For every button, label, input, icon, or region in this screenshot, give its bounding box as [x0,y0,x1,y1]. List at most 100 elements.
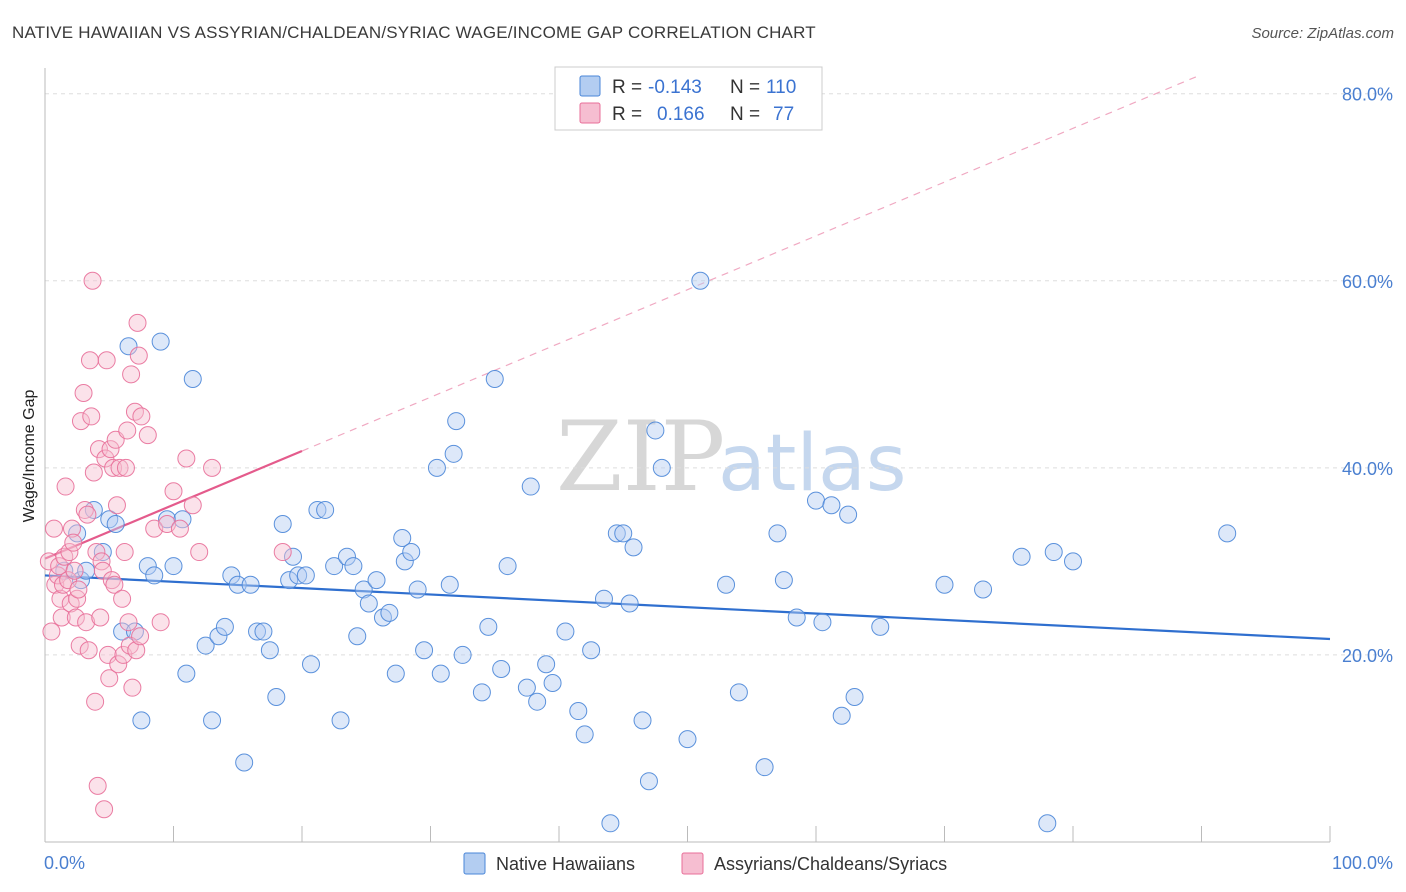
data-point-native-hawaiians [755,758,774,777]
data-point-native-hawaiians [380,603,399,622]
data-point-native-hawaiians [386,664,405,683]
data-point-assyrians [203,458,222,477]
data-point-native-hawaiians [521,477,540,496]
data-point-assyrians [123,678,142,697]
data-point-assyrians [122,365,141,384]
data-point-native-hawaiians [284,547,303,566]
data-point-assyrians [177,449,196,468]
data-point-assyrians [116,458,135,477]
data-point-assyrians [101,440,120,459]
data-point-assyrians [91,608,110,627]
data-point-native-hawaiians [254,622,273,641]
data-point-native-hawaiians [620,594,639,613]
data-point-native-hawaiians [209,627,228,646]
data-point-native-hawaiians [203,711,222,730]
data-point-native-hawaiians [228,575,247,594]
data-point-assyrians [42,622,61,641]
data-point-native-hawaiians [151,332,170,351]
data-point-assyrians [52,608,71,627]
data-point-native-hawaiians [453,645,472,664]
data-point-native-hawaiians [543,673,562,692]
data-point-native-hawaiians [273,514,292,533]
series-assyrians [39,271,292,819]
data-point-assyrians [120,636,139,655]
data-point-assyrians [65,561,84,580]
data-point-assyrians [83,271,102,290]
data-point-assyrians [105,575,124,594]
data-point-assyrians [119,613,138,632]
data-point-assyrians [75,500,94,519]
data-point-native-hawaiians [569,702,588,721]
data-point-assyrians [98,645,117,664]
series-legend: Native Hawaiians Assyrians/Chaldeans/Syr… [463,852,947,875]
data-point-assyrians [61,594,80,613]
bottom-legend-swatch-pink [681,852,704,875]
data-point-native-hawaiians [337,547,356,566]
legend-r-label-2: R = [612,104,642,125]
data-point-assyrians [59,571,78,590]
data-point-native-hawaiians [280,571,299,590]
data-point-native-hawaiians [215,617,234,636]
data-point-assyrians [77,613,96,632]
data-point-native-hawaiians [717,575,736,594]
data-point-native-hawaiians [354,580,373,599]
data-point-assyrians [170,519,189,538]
data-point-assyrians [129,346,148,365]
data-point-native-hawaiians [447,412,466,431]
data-point-assyrians [64,533,83,552]
data-point-assyrians [183,496,202,515]
data-point-native-hawaiians [183,369,202,388]
data-point-native-hawaiians [431,664,450,683]
data-point-assyrians [68,589,87,608]
data-point-native-hawaiians [359,594,378,613]
data-point-native-hawaiians [113,622,132,641]
y-tick-label: 60.0% [1342,272,1393,292]
data-point-native-hawaiians [1038,814,1057,833]
data-point-assyrians [104,458,123,477]
chart-title: NATIVE HAWAIIAN VS ASSYRIAN/CHALDEAN/SYR… [12,23,816,42]
x-tick-label-max: 100.0% [1332,853,1393,873]
data-point-native-hawaiians [601,814,620,833]
data-point-native-hawaiians [138,557,157,576]
data-point-native-hawaiians [1044,543,1063,562]
data-point-native-hawaiians [164,557,183,576]
data-point-native-hawaiians [393,529,412,548]
series-native-hawaiians [55,271,1237,833]
data-point-assyrians [132,407,151,426]
data-point-native-hawaiians [301,655,320,674]
data-point-assyrians [125,402,144,421]
data-point-native-hawaiians [93,543,112,562]
legend-r-value-1: -0.143 [648,77,702,98]
data-point-native-hawaiians [296,566,315,585]
data-point-native-hawaiians [106,514,125,533]
data-point-native-hawaiians [678,730,697,749]
data-point-native-hawaiians [1064,552,1082,571]
data-point-native-hawaiians [145,566,164,585]
data-point-native-hawaiians [248,622,267,641]
data-point-native-hawaiians [528,692,547,711]
data-point-assyrians [87,543,106,562]
data-point-assyrians [131,627,150,646]
data-point-assyrians [100,669,119,688]
data-point-assyrians [44,519,63,538]
data-point-assyrians [71,412,90,431]
data-point-native-hawaiians [331,711,350,730]
data-point-assyrians [86,692,105,711]
watermark-zip: ZIP [556,401,725,513]
data-point-native-hawaiians [639,772,658,791]
trend-line-assyrians-extension [301,74,1201,452]
data-point-native-hawaiians [402,543,421,562]
data-point-assyrians [164,482,183,501]
y-tick-label: 40.0% [1342,459,1393,479]
data-point-native-hawaiians [787,608,806,627]
data-point-assyrians [84,463,103,482]
data-point-native-hawaiians [373,608,392,627]
data-point-assyrians [48,566,67,585]
legend-n-label-2: N = [730,104,760,125]
data-point-native-hawaiians [427,458,446,477]
y-tick-label: 80.0% [1342,85,1393,105]
data-point-native-hawaiians [633,711,652,730]
data-point-assyrians [80,351,99,370]
data-point-native-hawaiians [582,641,601,660]
